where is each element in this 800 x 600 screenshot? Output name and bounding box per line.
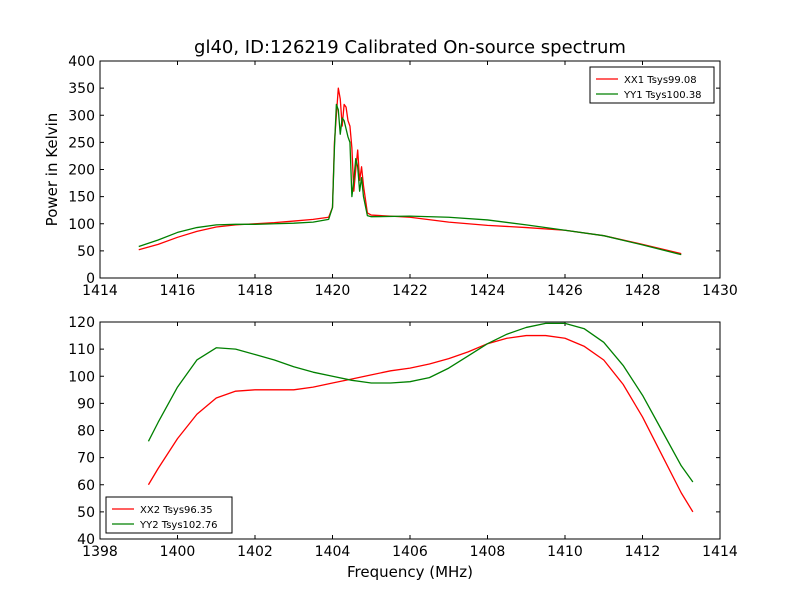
bottom-legend-box	[105, 496, 233, 534]
top-series-group	[138, 87, 682, 256]
bottom-x-tick-labels: 1398 1400 1402 1404 1406 1408 1410 1412 1414	[82, 544, 738, 560]
bottom-x-tick-label: 1410	[547, 544, 583, 560]
top-x-tick-label: 1426	[547, 283, 583, 299]
top-x-tick-label: 1416	[160, 283, 196, 299]
top-y-tick-label: 200	[68, 163, 95, 179]
top-legend: XX1 Tsys99.08 YY1 Tsys100.38	[589, 66, 715, 104]
top-y-tick-label: 350	[68, 81, 95, 97]
top-x-tick-label: 1422	[392, 283, 428, 299]
top-y-tick-label: 250	[68, 135, 95, 151]
bottom-y-tick-label: 70	[77, 451, 95, 467]
bottom-subplot: 1398 1400 1402 1404 1406 1408 1410 1412 1414 40 5…	[68, 315, 738, 581]
bottom-series-line-2	[147, 322, 694, 483]
bottom-x-tick-label: 1412	[625, 544, 661, 560]
top-series-line-2	[138, 103, 682, 256]
bottom-y-tick-label: 100	[68, 369, 95, 385]
bottom-legend-label-1: XX2 Tsys96.35	[140, 505, 213, 516]
top-y-tick-label: 50	[77, 244, 95, 260]
top-y-tick-labels: 0 50 100 150 200 250 300 350 400	[68, 54, 95, 287]
bottom-x-tick-label: 1408	[470, 544, 506, 560]
bottom-series-line-1	[147, 334, 694, 513]
bottom-y-tick-label: 120	[68, 315, 95, 331]
bottom-x-axis-label: Frequency (MHz)	[347, 563, 473, 581]
bottom-x-tick-label: 1404	[315, 544, 351, 560]
bottom-y-tick-label: 90	[77, 396, 95, 412]
bottom-plot-frame	[99, 321, 721, 540]
top-y-tick-label: 300	[68, 108, 95, 124]
top-legend-label-2: YY1 Tsys100.38	[623, 90, 702, 101]
top-y-tick-label: 400	[68, 54, 95, 70]
bottom-legend: XX2 Tsys96.35 YY2 Tsys102.76	[105, 496, 233, 534]
bottom-series-group	[147, 322, 694, 513]
top-x-tick-label: 1430	[702, 283, 738, 299]
bottom-x-tick-label: 1414	[702, 544, 738, 560]
bottom-x-tick-label: 1398	[82, 544, 118, 560]
bottom-legend-label-2: YY2 Tsys102.76	[139, 520, 218, 531]
chart-title: gl40, ID:126219 Calibrated On-source spe…	[194, 37, 626, 58]
top-legend-box	[589, 66, 715, 104]
bottom-x-tick-label: 1402	[237, 544, 273, 560]
top-x-tick-label: 1418	[237, 283, 273, 299]
top-legend-label-1: XX1 Tsys99.08	[624, 75, 697, 86]
bottom-y-tick-label: 40	[77, 532, 95, 548]
bottom-y-tick-label: 60	[77, 478, 95, 494]
top-y-axis-label: Power in Kelvin	[43, 113, 61, 227]
bottom-x-tick-label: 1400	[160, 544, 196, 560]
top-y-tick-label: 0	[86, 271, 95, 287]
bottom-y-tick-label: 110	[68, 342, 95, 358]
top-subplot: 1414 1416 1418 1420 1422 1424 1426 1428 1430 0 50…	[43, 54, 738, 299]
top-x-tick-label: 1424	[470, 283, 506, 299]
bottom-y-tick-labels: 40 50 60 70 80 90 100 110 120	[68, 315, 95, 548]
top-x-tick-labels: 1414 1416 1418 1420 1422 1424 1426 1428 1430	[82, 283, 738, 299]
top-plot-frame	[99, 60, 721, 279]
top-x-tick-label: 1420	[315, 283, 351, 299]
bottom-y-tick-label: 50	[77, 505, 95, 521]
bottom-tick-marks	[99, 321, 721, 540]
top-x-tick-label: 1428	[625, 283, 661, 299]
bottom-y-tick-label: 80	[77, 424, 95, 440]
top-y-tick-label: 150	[68, 190, 95, 206]
bottom-x-tick-label: 1406	[392, 544, 428, 560]
top-y-tick-label: 100	[68, 217, 95, 233]
top-x-tick-label: 1414	[82, 283, 118, 299]
